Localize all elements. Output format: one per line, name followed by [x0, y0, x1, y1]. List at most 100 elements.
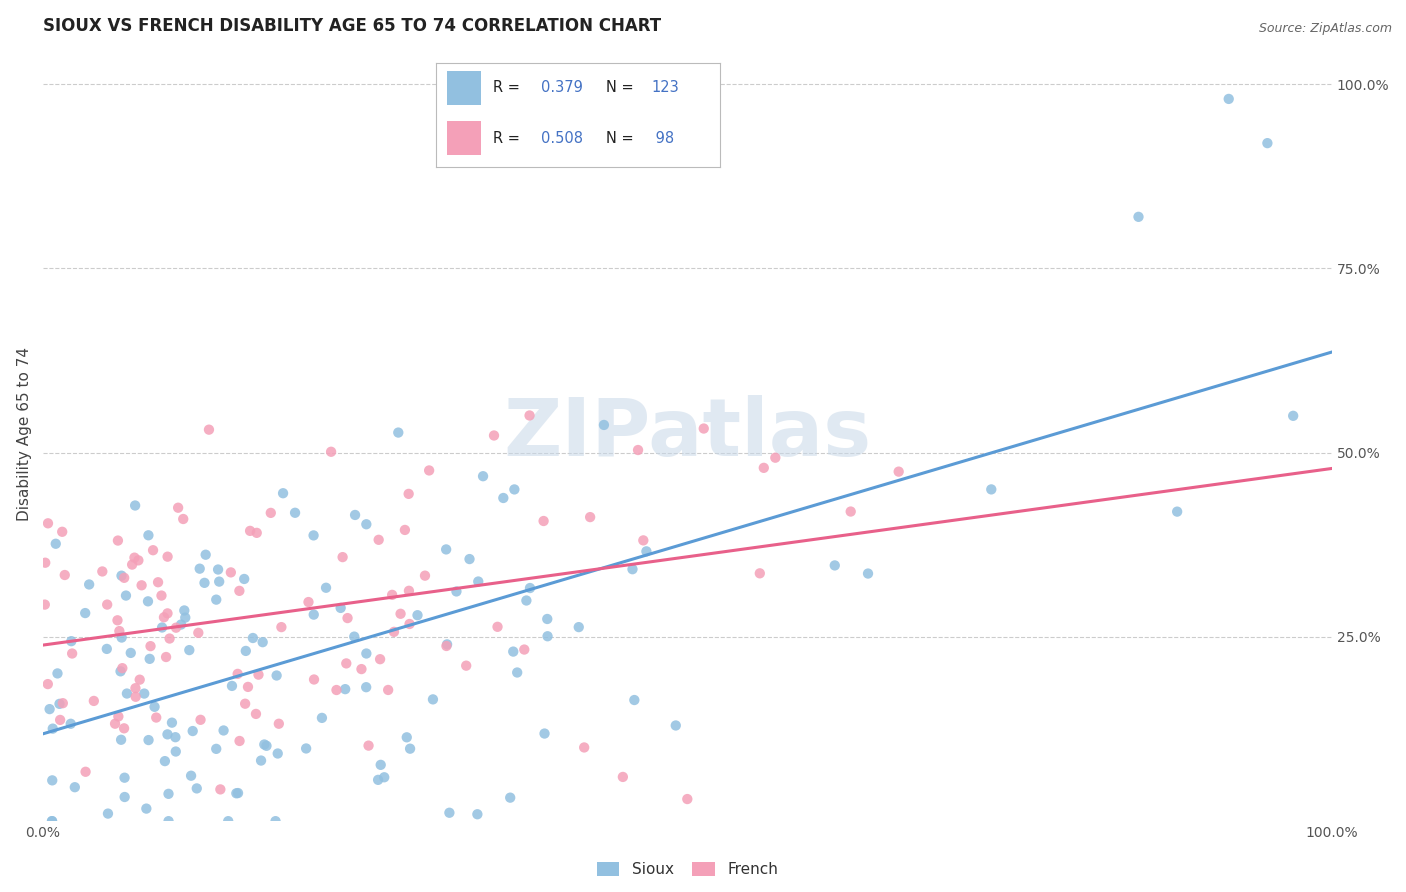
Point — [75, 764, 97, 779]
Point — [49, 713, 72, 727]
Point — [41, 814, 63, 829]
Point — [367, 772, 389, 787]
Point — [593, 417, 616, 432]
Point — [492, 491, 515, 505]
Point — [856, 566, 879, 581]
Point — [156, 549, 179, 564]
Point — [381, 588, 404, 602]
Point — [96, 641, 118, 656]
Point — [45, 537, 67, 551]
Point — [302, 528, 325, 542]
Point — [242, 631, 264, 645]
Point — [112, 571, 135, 585]
Point — [311, 711, 333, 725]
Point — [225, 786, 247, 800]
Point — [398, 487, 420, 501]
Point — [53, 568, 76, 582]
Point — [226, 666, 249, 681]
Point — [418, 463, 440, 477]
Point — [271, 486, 294, 500]
Point — [114, 790, 136, 805]
Point — [124, 499, 146, 513]
Point — [1218, 92, 1240, 106]
Point — [34, 556, 56, 570]
Point — [124, 550, 146, 565]
Point — [422, 692, 444, 706]
Text: Source: ZipAtlas.com: Source: ZipAtlas.com — [1258, 22, 1392, 36]
Point — [752, 460, 775, 475]
Point — [252, 635, 274, 649]
Point — [138, 652, 160, 666]
Point — [138, 733, 160, 747]
Point — [824, 558, 846, 573]
Point — [136, 594, 159, 608]
Point — [665, 718, 688, 732]
Point — [143, 699, 166, 714]
Point — [165, 621, 187, 635]
Point — [513, 642, 536, 657]
Point — [193, 575, 215, 590]
Point — [253, 738, 276, 752]
Point — [146, 575, 169, 590]
Point — [612, 770, 634, 784]
Point — [636, 544, 658, 558]
Point — [209, 782, 232, 797]
Point — [207, 562, 229, 576]
Point — [377, 683, 399, 698]
Point — [114, 771, 136, 785]
Point — [297, 595, 319, 609]
Point — [621, 562, 644, 576]
Point — [186, 781, 208, 796]
Point — [112, 722, 135, 736]
Point — [350, 662, 373, 676]
Point — [482, 428, 505, 442]
Point — [128, 673, 150, 687]
Point — [104, 716, 127, 731]
Point — [165, 730, 187, 744]
Point — [266, 668, 288, 682]
Point — [343, 630, 366, 644]
Point — [156, 727, 179, 741]
Point — [115, 687, 138, 701]
Point — [37, 677, 59, 691]
Point — [181, 724, 204, 739]
Point — [373, 770, 395, 784]
Point — [336, 611, 359, 625]
Point — [51, 524, 73, 539]
Point — [246, 525, 269, 540]
Point — [111, 631, 134, 645]
Point — [107, 533, 129, 548]
Point — [572, 740, 595, 755]
Point — [138, 528, 160, 542]
Point — [115, 589, 138, 603]
Point — [121, 558, 143, 572]
Point — [499, 790, 522, 805]
Point — [368, 652, 391, 666]
Point — [179, 643, 201, 657]
Point — [235, 644, 257, 658]
Point — [486, 620, 509, 634]
Point — [519, 409, 541, 423]
Point — [467, 807, 489, 822]
Point — [173, 603, 195, 617]
Point — [399, 741, 422, 756]
Point — [506, 665, 529, 680]
Point — [533, 726, 555, 740]
Point — [302, 607, 325, 622]
Point — [406, 608, 429, 623]
Point — [519, 581, 541, 595]
Point — [108, 624, 131, 638]
Point — [335, 657, 357, 671]
Point — [150, 620, 173, 634]
Point — [107, 613, 129, 627]
Point — [633, 533, 655, 548]
Point — [394, 523, 416, 537]
Point — [502, 644, 524, 658]
Point — [155, 650, 177, 665]
Text: SIOUX VS FRENCH DISABILITY AGE 65 TO 74 CORRELATION CHART: SIOUX VS FRENCH DISABILITY AGE 65 TO 74 … — [42, 17, 661, 35]
Point — [111, 661, 134, 675]
Point — [46, 666, 69, 681]
Point — [41, 773, 63, 788]
Point — [91, 565, 114, 579]
Point — [60, 647, 83, 661]
